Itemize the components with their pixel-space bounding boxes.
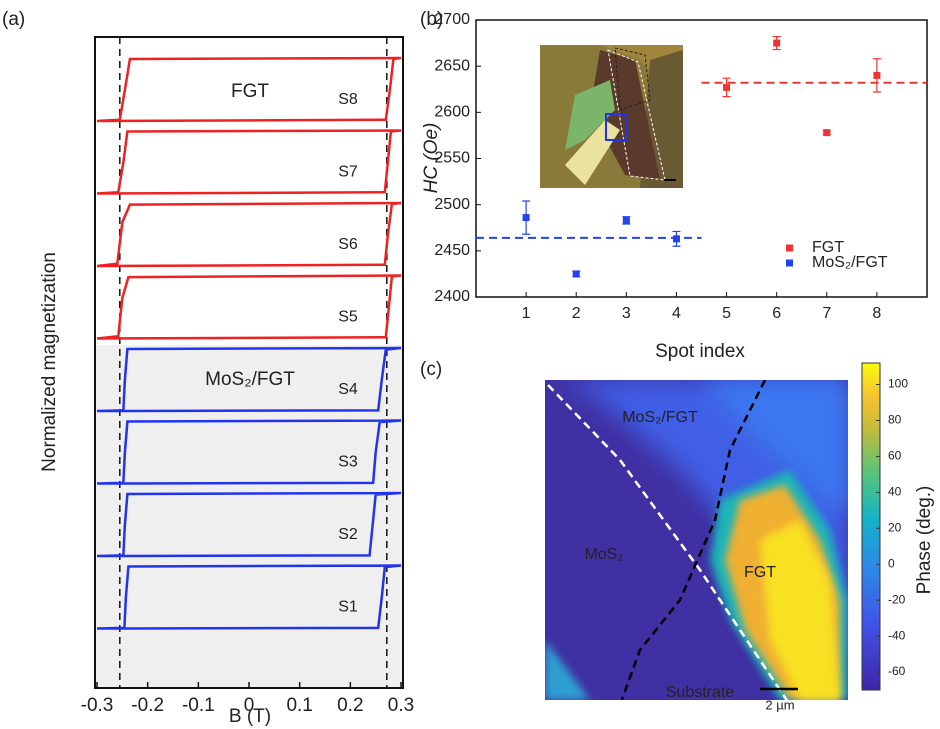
series-label: S6 <box>338 236 358 253</box>
colorbar-tick-label: 40 <box>888 485 902 499</box>
panel-label: (a) <box>2 9 25 30</box>
data-point <box>823 129 831 137</box>
series-label: S8 <box>338 91 358 108</box>
data-point <box>873 71 881 79</box>
colorbar-tick-label: 0 <box>888 556 895 570</box>
annotation: FGT <box>231 81 269 102</box>
x-tick-label: -0.2 <box>131 695 164 716</box>
x-tick-label: 3 <box>622 305 631 322</box>
x-tick-label: 5 <box>722 305 731 322</box>
annotation: MoS₂/FGT <box>622 409 698 426</box>
y-tick-label: 2450 <box>434 242 470 259</box>
data-point <box>572 270 580 278</box>
data-point <box>773 39 781 47</box>
hysteresis-loop <box>96 491 402 558</box>
colorbar-label: Phase (deg.) <box>914 486 935 595</box>
series-label: S5 <box>338 309 358 326</box>
x-tick-label: 8 <box>872 305 881 322</box>
hysteresis-loop <box>96 274 402 340</box>
hysteresis-loop <box>96 201 402 268</box>
y-tick-label: 2600 <box>434 104 470 121</box>
panel-label: (b) <box>420 9 443 30</box>
x-tick-label: -0.3 <box>81 695 114 716</box>
annotation: MoS₂/FGT <box>205 369 295 390</box>
y-tick-label: 2700 <box>434 11 470 28</box>
annotation: Substrate <box>666 684 735 701</box>
series-label: S7 <box>338 164 358 181</box>
panel-label: (c) <box>420 359 442 380</box>
data-point <box>522 214 530 222</box>
legend-label: FGT <box>812 239 844 256</box>
colorbar-tick-label: 60 <box>888 449 902 463</box>
y-tick-label: 2650 <box>434 57 470 74</box>
hysteresis-loop <box>96 419 402 485</box>
legend-label: MoS₂/FGT <box>812 254 888 271</box>
y-tick-label: 2500 <box>434 196 470 213</box>
y-tick-label: 2550 <box>434 150 470 167</box>
colorbar-tick-label: 20 <box>888 520 902 534</box>
colorbar-tick-label: 80 <box>888 413 902 427</box>
x-tick-label: 7 <box>822 305 831 322</box>
x-tick-label: 6 <box>772 305 781 322</box>
series-label: S4 <box>338 381 358 398</box>
x-tick-label: 0.2 <box>337 695 363 716</box>
hysteresis-loop <box>96 346 402 413</box>
data-point <box>672 235 680 243</box>
x-tick-label: 2 <box>572 305 581 322</box>
x-tick-label: 0.3 <box>388 695 414 716</box>
hysteresis-loop <box>96 56 402 123</box>
data-point <box>723 83 731 91</box>
shaded-region <box>95 345 403 688</box>
x-tick-label: 4 <box>672 305 681 322</box>
annotation: 2 µm <box>765 697 794 712</box>
x-tick-label: 1 <box>522 305 531 322</box>
colorbar-tick-label: 100 <box>888 377 908 391</box>
phase-map <box>545 380 848 700</box>
y-axis-label: Normalized magnetization <box>39 252 60 472</box>
annotation: FGT <box>744 564 776 581</box>
x-axis-label: B (T) <box>229 706 271 727</box>
series-label: S1 <box>338 599 358 616</box>
colorbar-tick-label: -20 <box>888 592 906 606</box>
hysteresis-loop <box>96 564 402 630</box>
x-tick-label: -0.1 <box>182 695 215 716</box>
data-point <box>622 216 630 224</box>
hysteresis-loop <box>96 129 402 195</box>
colorbar-tick-label: -40 <box>888 628 906 642</box>
legend-marker <box>786 244 793 252</box>
x-axis-label: Spot index <box>655 341 745 362</box>
series-label: S2 <box>338 526 358 543</box>
y-axis-label: HC (Oe) <box>421 123 442 194</box>
annotation: MoS₂ <box>584 546 623 563</box>
colorbar-tick-label: -60 <box>888 664 906 678</box>
colorbar <box>861 362 881 691</box>
y-tick-label: 2400 <box>434 288 470 305</box>
x-tick-label: 0 <box>244 695 255 716</box>
series-label: S3 <box>338 454 358 471</box>
inset-image <box>540 45 683 188</box>
x-tick-label: 0.1 <box>286 695 312 716</box>
legend-marker <box>786 259 793 267</box>
